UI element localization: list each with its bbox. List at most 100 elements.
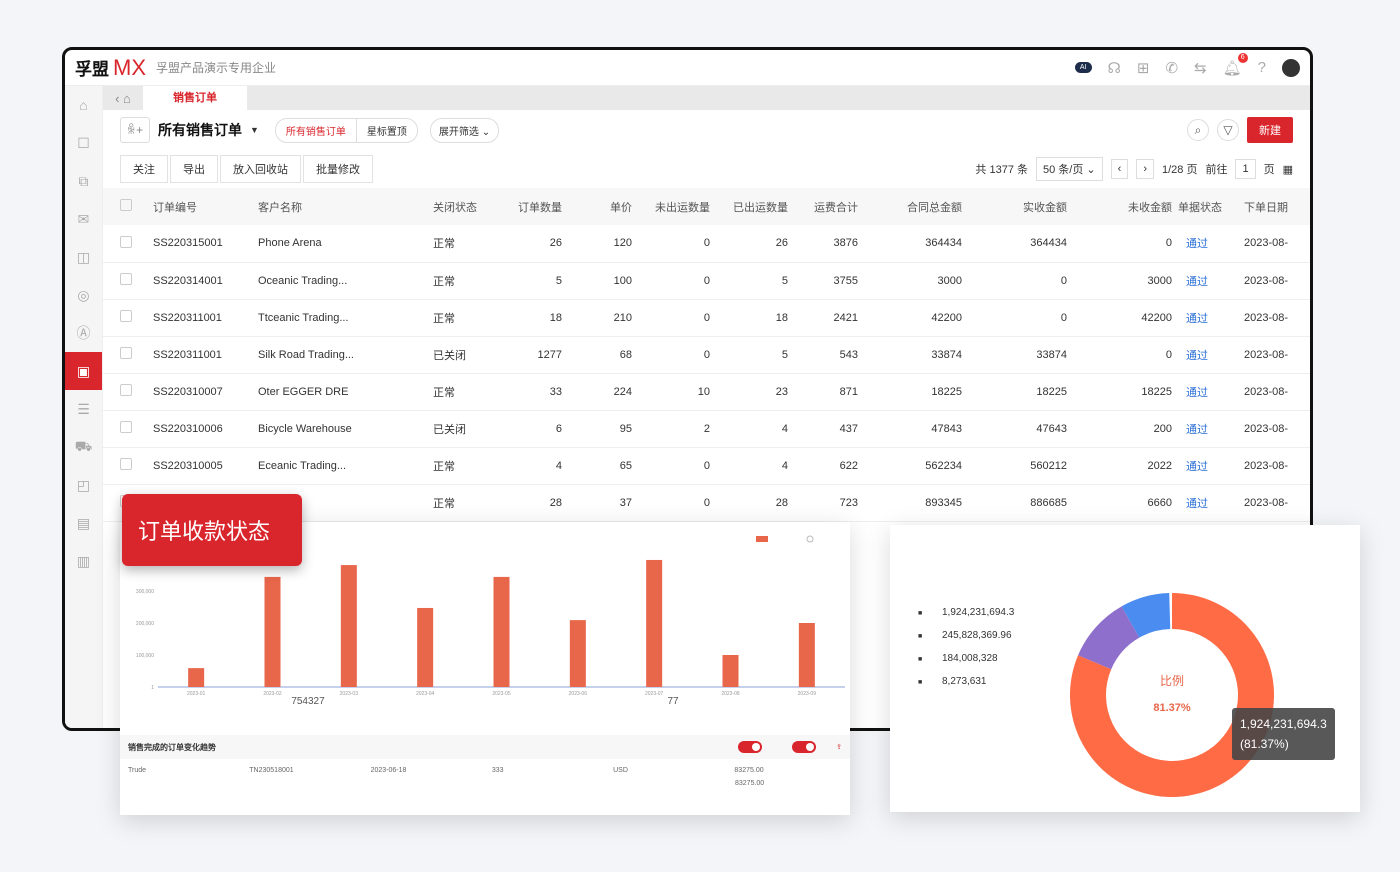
table-cell[interactable]: 通过 [1178,336,1244,374]
column-header[interactable]: 订单编号 [153,188,258,225]
table-row[interactable]: SS220311001 Silk Road Trading... 已关闭 1277 68… [103,336,1310,374]
row-checkbox[interactable] [120,384,132,396]
table-cell: 100 [568,262,638,300]
caret-down-icon[interactable]: ▼ [250,125,259,135]
column-header[interactable]: 客户名称 [258,188,433,225]
column-header[interactable]: 已出运数量 [716,188,794,225]
row-checkbox[interactable] [120,310,132,322]
tab-sales-orders[interactable]: 销售订单 [143,86,247,110]
row-checkbox[interactable] [120,235,132,248]
column-header[interactable]: 下单日期 [1244,188,1310,225]
org-icon[interactable]: ⧉ [78,172,89,189]
home-icon[interactable]: ⌂ [79,97,88,113]
new-button[interactable]: 新建 [1247,117,1293,143]
legend-entry: ■ 245,828,369.96 [918,630,1012,641]
view-title[interactable]: 所有销售订单 [158,122,242,138]
column-header[interactable]: 单据状态 [1178,188,1244,225]
toggle-2[interactable] [792,741,817,753]
select-all-checkbox[interactable] [120,199,132,211]
column-settings-icon[interactable]: ▦ [1282,163,1293,176]
table-cell[interactable]: 通过 [1178,410,1244,448]
avatar[interactable] [1282,58,1300,77]
ai-icon[interactable]: AI [1074,62,1092,73]
table-cell: 562234 [864,447,968,485]
table-row[interactable]: SS220315001 Phone Arena 正常 26 120 0 26 3876 3644… [103,225,1310,263]
table-cell: 28 [493,484,568,522]
mail-icon[interactable]: ✉ [77,210,90,227]
column-header[interactable]: 未收金额 [1073,188,1178,225]
compass-icon[interactable]: ◎ [77,286,90,303]
chart-icon[interactable]: ▥ [76,552,91,569]
table-cell: 0 [638,336,716,374]
table-cell[interactable]: 通过 [1178,484,1244,522]
search-icon[interactable]: ⌕ [1187,119,1209,141]
table-cell: 622 [794,447,864,485]
subtable-cell: USD [613,767,628,774]
table-cell: Oter EGGER DRE [258,373,433,411]
table-cell: 120 [568,225,638,263]
row-checkbox[interactable] [120,421,132,433]
apps-icon[interactable]: ⊞ [1136,59,1150,77]
table-cell: 正常 [433,447,493,485]
help-icon[interactable]: ? [1257,59,1266,76]
table-row[interactable]: SS220310005 Eceanic Trading... 正常 4 65 0 4 622 5… [103,447,1310,485]
column-header[interactable]: 合同总金额 [864,188,968,225]
orders-icon[interactable]: ▣ [65,352,102,390]
follow-button[interactable]: 关注 [120,155,168,183]
toggle-1[interactable] [738,741,763,753]
table-cell[interactable]: 通过 [1178,299,1244,337]
segment-starred[interactable]: 星标置顶 [366,126,407,138]
table-cell: 正常 [433,262,493,300]
table-row[interactable]: SS220310006 Bicycle Warehouse 已关闭 6 95 2 4 437 4… [103,410,1310,448]
column-header[interactable]: 未出运数量 [638,188,716,225]
legend-entry: ■ 8,273,631 [918,676,987,687]
column-header[interactable]: 单价 [568,188,638,225]
column-header[interactable]: 运费合计 [794,188,864,225]
export-button[interactable]: 导出 [170,155,218,183]
recycle-button[interactable]: 放入回收站 [220,155,301,183]
prev-page-button[interactable]: ‹ [1110,159,1129,179]
table-row[interactable]: SS220311001 Ttceanic Trading... 正常 18 210 0 18… [103,299,1310,337]
table-row[interactable]: SS220314001 Oceanic Trading... 正常 5 100 0 5 375… [103,262,1310,300]
next-page-button[interactable]: › [1136,159,1154,179]
table-cell: 42200 [864,299,968,337]
table-cell[interactable]: 通过 [1178,262,1244,300]
table-cell: 3876 [794,225,864,263]
column-header[interactable]: 实收金额 [968,188,1073,225]
add-user-button[interactable]: ꆜ+ [120,117,150,143]
column-header[interactable]: 订单数量 [493,188,568,225]
table-row[interactable]: SS220310007 Oter EGGER DRE 正常 33 224 10 23 871 1… [103,373,1310,411]
row-checkbox[interactable] [120,347,132,359]
table-cell: 26 [493,225,568,263]
row-checkbox[interactable] [120,458,132,470]
user-circle-icon[interactable]: Ⓐ [76,325,91,341]
export-icon[interactable]: ⇪ [836,744,842,751]
filter-icon[interactable]: ▽ [1217,119,1239,141]
y-tick-label: 100,000 [136,653,154,659]
book-icon[interactable]: ▤ [76,514,91,531]
home-tab-icon[interactable]: ‹ ⌂ [115,90,131,106]
batch-edit-button[interactable]: 批量修改 [303,155,373,183]
segment-all[interactable]: 所有销售订单 [276,118,357,142]
expand-filter-button[interactable]: 展开筛选 ⌄ [429,117,500,143]
table-cell: 871 [794,373,864,411]
box-icon[interactable]: ◫ [76,248,91,265]
headset-icon[interactable]: ☊ [1107,59,1121,77]
table-cell[interactable]: 通过 [1178,447,1244,485]
column-header[interactable]: 关闭状态 [433,188,493,225]
table-cell[interactable]: 通过 [1178,373,1244,411]
page-input[interactable]: 1 [1235,159,1256,179]
translate-icon[interactable]: ⇆ [1194,59,1207,77]
contacts-icon[interactable]: ☐ [77,134,90,151]
page-size-select[interactable]: 50 条/页 ⌄ [1036,157,1103,181]
table-cell[interactable]: 通过 [1178,225,1244,263]
row-checkbox[interactable] [120,273,132,285]
donut-chart: 比例 81.37% [1070,593,1274,797]
whatsapp-icon[interactable]: ✆ [1165,59,1179,77]
bag-icon[interactable]: ◰ [76,476,91,493]
table-cell: 5 [716,262,794,300]
list-icon[interactable]: ☰ [77,400,90,417]
bell-icon[interactable]: 🔔︎ 6 [1223,52,1248,77]
truck-icon[interactable]: ⛟ [74,437,93,454]
table-cell: 886685 [968,484,1073,522]
